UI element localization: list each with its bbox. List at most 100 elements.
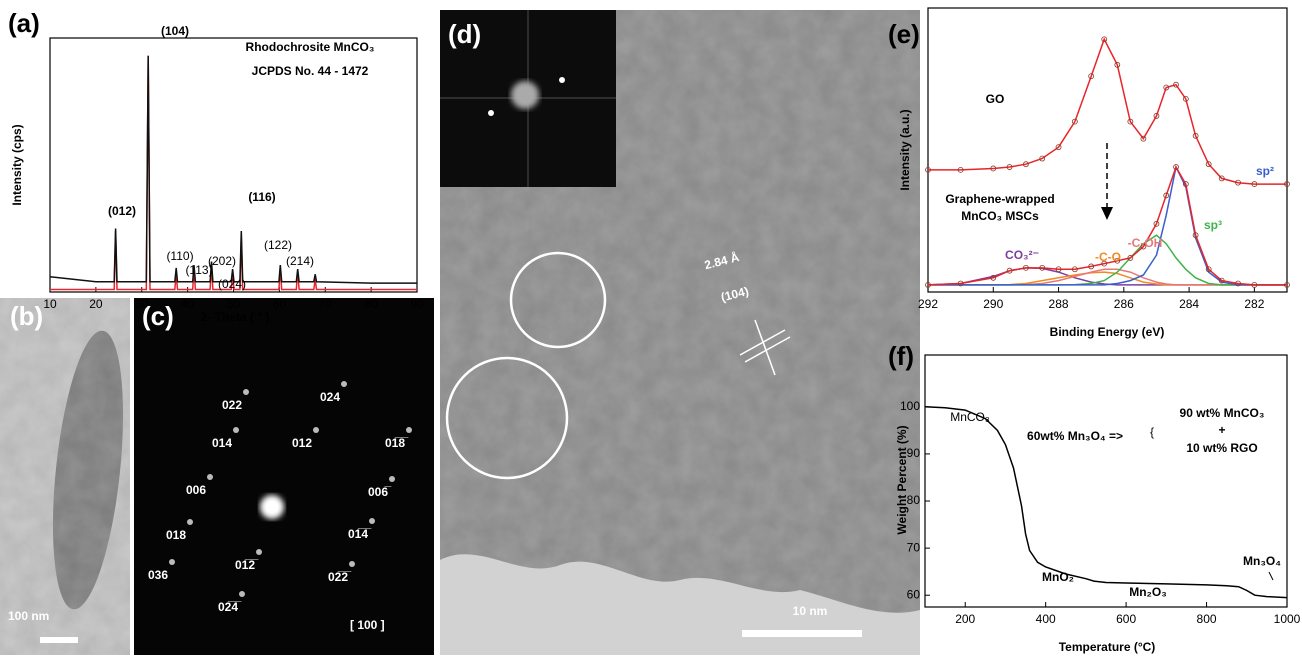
annotation: sp² — [1256, 164, 1274, 178]
annotation: GO — [986, 92, 1005, 106]
data-line — [928, 39, 1287, 184]
panel-label: (a) — [8, 8, 40, 38]
annotation: 10 wt% RGO — [1186, 441, 1257, 455]
y-axis-label: Weight Percent (%) — [895, 425, 909, 534]
zone-axis: [ 100 ] — [350, 618, 385, 632]
annotation: Mn₃O₄ — [1243, 554, 1281, 568]
spot-label: 036 — [148, 568, 168, 582]
central-spot — [266, 501, 278, 513]
annotation: + — [1218, 423, 1225, 437]
diffraction-spot — [207, 474, 213, 480]
diffraction-spot — [349, 561, 355, 567]
annotation: sp³ — [1204, 218, 1222, 232]
annotation: 90 wt% MnCO₃ — [1180, 406, 1265, 420]
spot-label: 022 — [222, 398, 242, 412]
data-line — [50, 56, 417, 283]
fft-spot — [559, 77, 565, 83]
diffraction-spot — [369, 518, 375, 524]
annotation: -C-O — [1095, 250, 1121, 264]
spot-label: 018 — [166, 528, 186, 542]
diffraction-spot — [169, 559, 175, 565]
annotation: (104) — [161, 24, 189, 38]
x-tick-label: 70 — [319, 297, 333, 311]
annotation: CO₃²⁻ — [1005, 248, 1039, 262]
diffraction-spot — [389, 476, 395, 482]
x-tick-label: 40 — [181, 297, 195, 311]
diffraction-spot — [313, 427, 319, 433]
x-tick-label: 292 — [918, 297, 938, 311]
x-tick-label: 200 — [955, 612, 975, 626]
spot-label: 012 — [292, 436, 312, 450]
diffraction-spot — [256, 549, 262, 555]
texture — [0, 298, 130, 655]
annotation: Rhodochrosite MnCO₃ — [246, 40, 375, 54]
scale-label: 100 nm — [8, 609, 49, 623]
diffraction-image — [134, 298, 434, 655]
x-tick-label: 80 — [364, 297, 378, 311]
x-tick-label: 20 — [89, 297, 103, 311]
x-tick-label: 1000 — [1274, 612, 1301, 626]
annotation: (214) — [286, 254, 314, 268]
x-tick-label: 90 — [410, 297, 424, 311]
spot-label: 006 — [186, 483, 206, 497]
diffraction-spot — [243, 389, 249, 395]
annotation: MnCO₃ MSCs — [961, 209, 1039, 223]
panel-label: (e) — [888, 19, 920, 49]
y-axis-label: Intensity (cps) — [10, 124, 24, 205]
diffraction-spot — [341, 381, 347, 387]
y-tick-label: 100 — [900, 399, 920, 413]
y-axis-label: Intensity (a.u.) — [898, 109, 912, 190]
x-axis-label: 2- Theta ( ° ) — [201, 310, 270, 324]
scale-label: 10 nm — [793, 604, 828, 618]
x-tick-label: 288 — [1049, 297, 1069, 311]
x-axis-label: Binding Energy (eV) — [1050, 325, 1165, 339]
x-tick-label: 284 — [1179, 297, 1199, 311]
annotation: -C-OH — [1128, 236, 1163, 250]
arrow-head — [1101, 207, 1113, 220]
diffraction-spot — [187, 519, 193, 525]
brace: { — [1150, 425, 1154, 439]
panel-label: (d) — [448, 19, 481, 49]
panel-label: (f) — [888, 341, 914, 371]
panel-b: (b) 100 nm — [0, 298, 134, 655]
x-tick-label: 10 — [43, 297, 57, 311]
x-tick-label: 400 — [1036, 612, 1056, 626]
spot-label: 014 — [212, 436, 232, 450]
annotation: MnCO₃ — [950, 410, 990, 424]
fft-spot — [488, 110, 494, 116]
x-tick-label: 286 — [1114, 297, 1134, 311]
annotation: JCPDS No. 44 - 1472 — [252, 64, 369, 78]
x-tick-label: 290 — [983, 297, 1003, 311]
fft-center — [511, 81, 539, 109]
spot-label: 024 — [320, 390, 340, 404]
annotation: (122) — [264, 238, 292, 252]
x-axis-label: Temperature (°C) — [1059, 640, 1156, 654]
annotation: (024) — [218, 277, 246, 291]
x-tick-label: 50 — [227, 297, 241, 311]
y-tick-label: 70 — [907, 540, 921, 554]
diffraction-spot — [406, 427, 412, 433]
annotation: (012) — [108, 204, 136, 218]
x-tick-label: 30 — [135, 297, 149, 311]
annotation: MnO₂ — [1042, 570, 1074, 584]
panel-d: (d) 2.84 Å (104) 10 nm — [440, 10, 920, 655]
x-tick-label: 600 — [1116, 612, 1136, 626]
figure: (b) 100 nm (c) [ 100 ] 02202401401201̅8̅… — [0, 0, 1302, 659]
plot-frame — [925, 355, 1287, 607]
panel-label: (b) — [10, 301, 43, 331]
annotation: Graphene-wrapped — [945, 192, 1054, 206]
annotation: Mn₂O₃ — [1129, 585, 1167, 599]
scale-bar — [742, 630, 862, 637]
diffraction-spot — [239, 591, 245, 597]
annotation: (110) — [166, 249, 193, 263]
x-tick-label: 800 — [1197, 612, 1217, 626]
annotation: 60wt% Mn₃O₄ => — [1027, 429, 1123, 443]
pointer — [1269, 572, 1273, 580]
diffraction-spot — [233, 427, 239, 433]
annotation: (202) — [208, 254, 236, 268]
annotation: (116) — [248, 190, 275, 204]
x-tick-label: 282 — [1244, 297, 1264, 311]
scale-bar — [40, 637, 78, 643]
y-tick-label: 60 — [907, 587, 921, 601]
